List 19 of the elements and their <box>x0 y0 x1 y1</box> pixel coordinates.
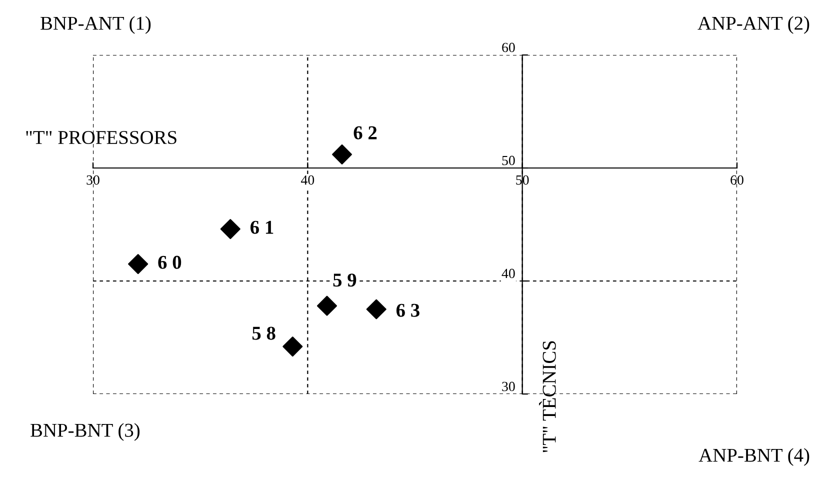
x-tick-label: 30 <box>86 175 100 185</box>
annotation: 6 3 <box>396 304 420 317</box>
annotation: 6 2 <box>354 126 377 140</box>
y-tick-label: 40 <box>502 268 515 278</box>
y-tick-label: 50 <box>502 156 515 166</box>
y-tick-label: 60 <box>502 42 515 52</box>
annotation: 6 1 <box>250 220 274 234</box>
y-tick-label: 30 <box>502 382 515 392</box>
annotation: 5 9 <box>333 274 356 287</box>
x-tick-label: 40 <box>300 175 314 185</box>
text: ANP-BNT (4) <box>698 448 810 466</box>
y-axis-title: "T" TÈCNICS <box>539 341 556 452</box>
x-axis-title: "T" PROFESSORS <box>26 130 176 144</box>
text: ANP-ANT (2) <box>698 16 810 34</box>
text: BNP-BNT (3) <box>30 423 140 441</box>
annotation: 6 0 <box>158 256 182 269</box>
text: BNP-ANT (1) <box>40 16 151 34</box>
x-tick-label: 60 <box>730 175 744 185</box>
annotation: 5 8 <box>252 326 276 340</box>
